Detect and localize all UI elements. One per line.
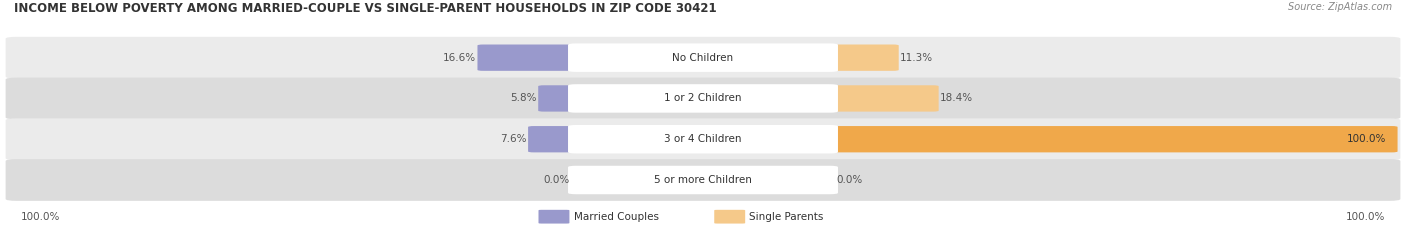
- Text: 1 or 2 Children: 1 or 2 Children: [664, 93, 742, 103]
- FancyBboxPatch shape: [529, 126, 582, 152]
- FancyBboxPatch shape: [6, 159, 1400, 201]
- FancyBboxPatch shape: [714, 210, 745, 224]
- FancyBboxPatch shape: [824, 126, 1398, 152]
- Text: 100.0%: 100.0%: [1346, 212, 1385, 222]
- Text: 0.0%: 0.0%: [543, 175, 569, 185]
- Text: 16.6%: 16.6%: [443, 53, 477, 63]
- Text: No Children: No Children: [672, 53, 734, 63]
- FancyBboxPatch shape: [6, 37, 1400, 79]
- Text: INCOME BELOW POVERTY AMONG MARRIED-COUPLE VS SINGLE-PARENT HOUSEHOLDS IN ZIP COD: INCOME BELOW POVERTY AMONG MARRIED-COUPL…: [14, 2, 717, 15]
- FancyBboxPatch shape: [824, 85, 939, 112]
- FancyBboxPatch shape: [824, 45, 898, 71]
- Text: 100.0%: 100.0%: [21, 212, 60, 222]
- FancyBboxPatch shape: [478, 45, 582, 71]
- Text: 3 or 4 Children: 3 or 4 Children: [664, 134, 742, 144]
- FancyBboxPatch shape: [568, 166, 838, 194]
- Text: 5 or more Children: 5 or more Children: [654, 175, 752, 185]
- FancyBboxPatch shape: [568, 125, 838, 154]
- Text: Married Couples: Married Couples: [574, 212, 658, 222]
- Text: 5.8%: 5.8%: [510, 93, 537, 103]
- FancyBboxPatch shape: [6, 78, 1400, 119]
- Text: 11.3%: 11.3%: [900, 53, 934, 63]
- FancyBboxPatch shape: [568, 43, 838, 72]
- Text: 0.0%: 0.0%: [837, 175, 863, 185]
- FancyBboxPatch shape: [568, 84, 838, 113]
- Text: 7.6%: 7.6%: [501, 134, 527, 144]
- FancyBboxPatch shape: [538, 210, 569, 224]
- FancyBboxPatch shape: [538, 85, 582, 112]
- FancyBboxPatch shape: [6, 118, 1400, 160]
- Text: 100.0%: 100.0%: [1347, 134, 1386, 144]
- Text: Single Parents: Single Parents: [749, 212, 824, 222]
- Text: Source: ZipAtlas.com: Source: ZipAtlas.com: [1288, 2, 1392, 12]
- Text: 18.4%: 18.4%: [941, 93, 973, 103]
